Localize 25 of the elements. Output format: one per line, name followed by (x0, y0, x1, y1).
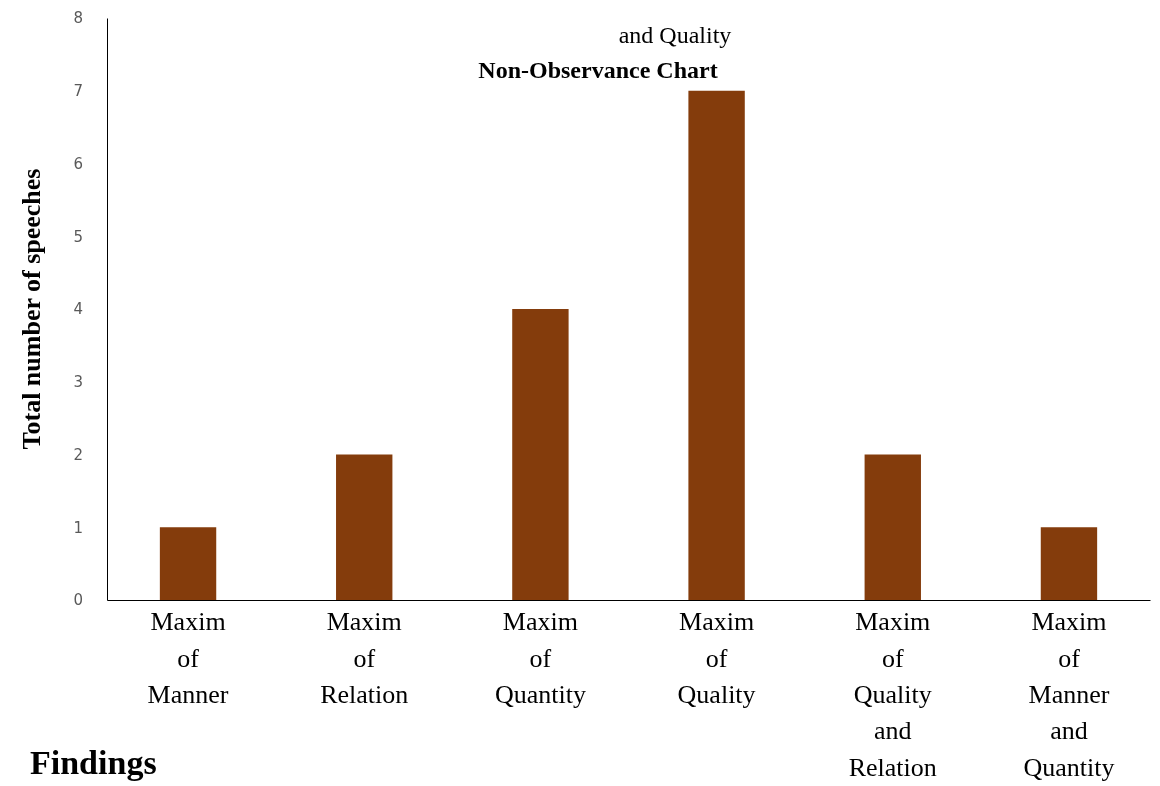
y-tick-label: 0 (73, 591, 83, 610)
y-tick-label: 5 (73, 227, 83, 246)
x-tick-label: Maxim of Quantity (494, 607, 586, 710)
annotation: and Quality (618, 22, 732, 48)
x-tick-label: Maxim of Manner (147, 607, 229, 710)
y-tick-label: 3 (73, 373, 83, 392)
bar (336, 454, 393, 600)
x-tick-label: Maxim of Quality (677, 607, 756, 710)
y-tick-label: 6 (73, 154, 83, 173)
y-tick-label: 7 (73, 82, 83, 101)
bar (1040, 527, 1098, 600)
y-tick-label: 8 (73, 9, 83, 28)
y-axis-title: Total number of speeches (17, 168, 46, 450)
y-tick-label: 2 (73, 445, 83, 464)
y-tick-label: 1 (73, 518, 83, 537)
text: Findings (30, 744, 157, 781)
bar (159, 527, 217, 600)
bar (864, 454, 921, 600)
x-tick-label: Maxim of Manner and Quantity (1023, 607, 1115, 782)
bar (512, 309, 569, 600)
x-tick-label: Maxim of Quality and Relation (848, 607, 937, 782)
y-tick-label: 4 (73, 300, 83, 319)
bar (688, 90, 745, 600)
text: Non-Observance Chart (478, 57, 718, 83)
x-tick-label: Maxim of Relation (320, 607, 409, 710)
